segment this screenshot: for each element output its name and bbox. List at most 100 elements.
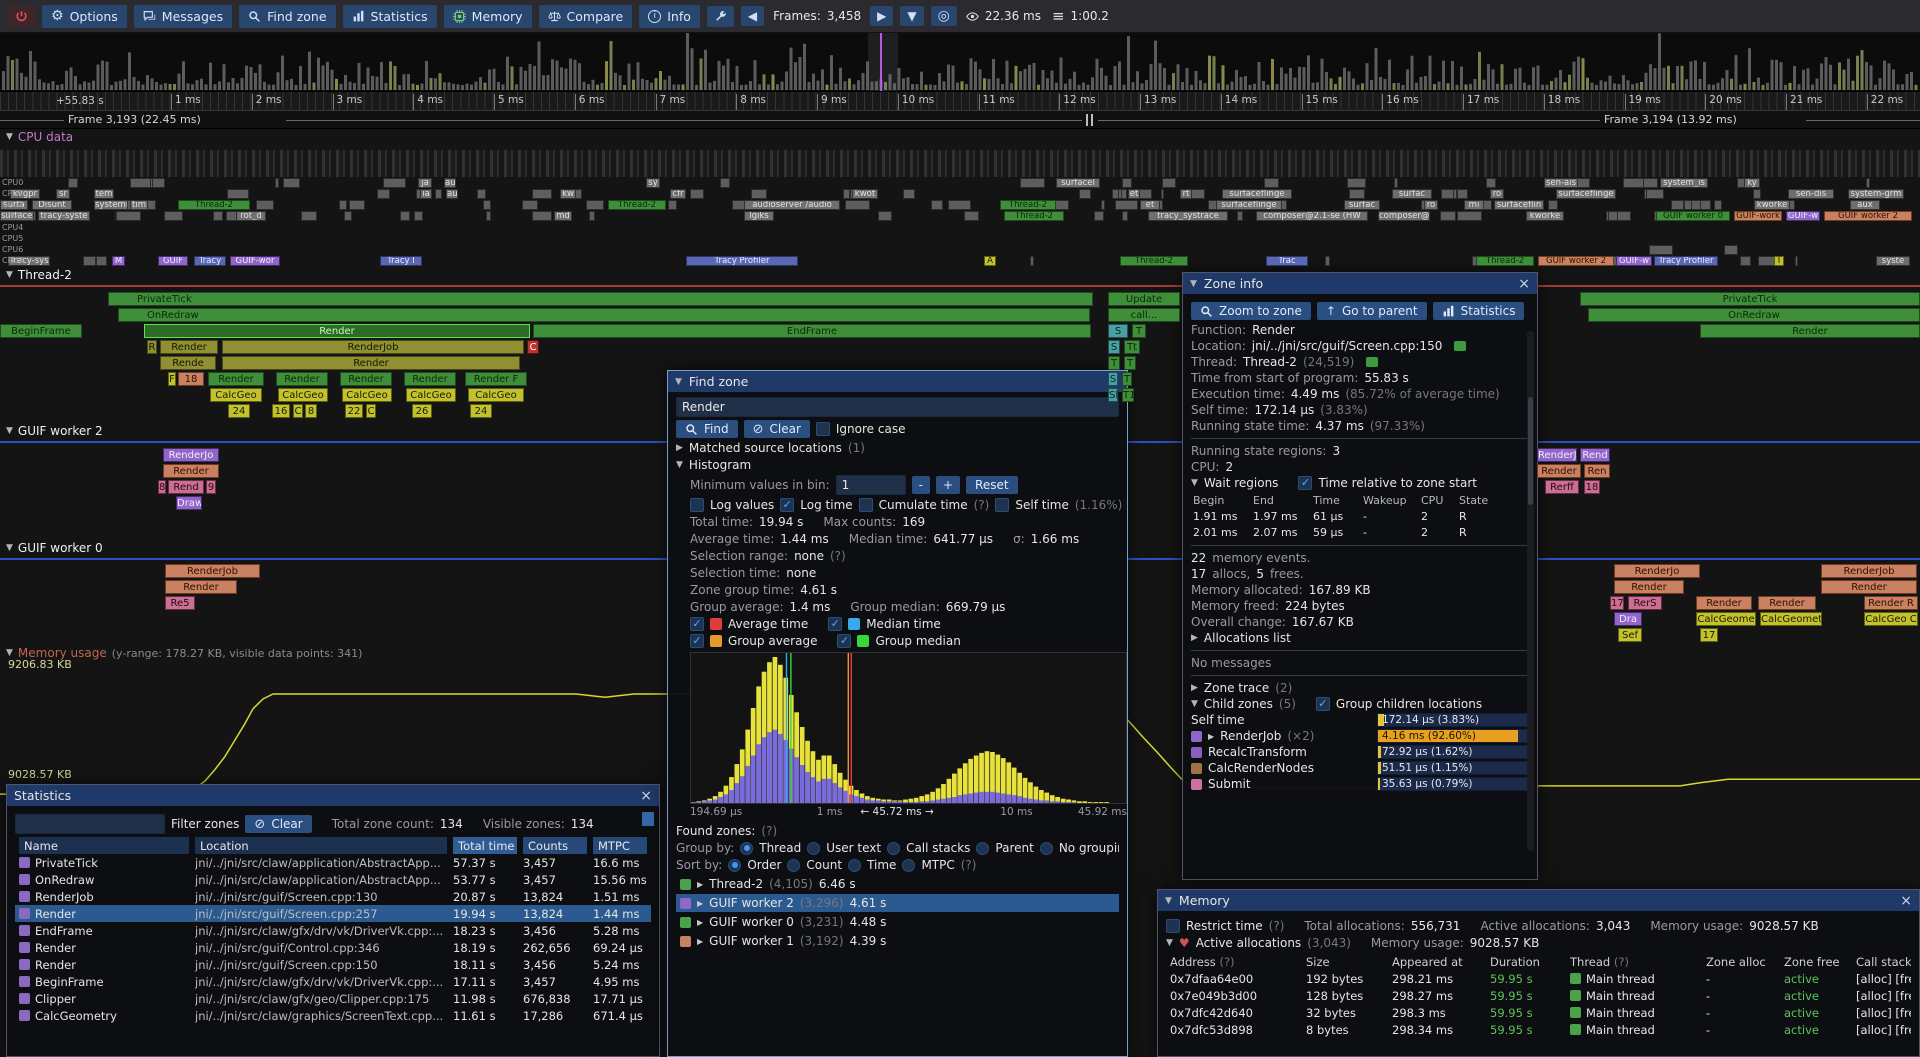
group-by-radio[interactable] <box>887 841 901 855</box>
cpu-micro-zone[interactable] <box>283 178 300 188</box>
collapse-icon[interactable] <box>6 132 13 142</box>
reset-button[interactable]: Reset <box>966 476 1018 494</box>
timeline-zone[interactable]: sy <box>646 178 660 188</box>
decrement-button[interactable]: - <box>911 476 930 494</box>
cpu-micro-zone[interactable] <box>1325 256 1330 266</box>
timeline-zone[interactable]: Render <box>160 340 218 354</box>
alloc-call-stack[interactable]: [alloc] [free] <box>1856 1022 1911 1037</box>
timeline-zone[interactable]: 22 <box>345 404 363 418</box>
timeline-zone[interactable]: lgiks <box>744 211 774 221</box>
timeline-zone[interactable]: Update <box>1108 292 1180 306</box>
cpu-micro-zone[interactable] <box>116 211 141 221</box>
timeline-zone[interactable]: GUIF-w <box>1786 211 1820 221</box>
cpu-micro-zone[interactable] <box>1457 211 1482 221</box>
expand-icon[interactable] <box>697 880 703 889</box>
collapse-icon[interactable] <box>675 377 682 387</box>
statistics-row[interactable]: BeginFrame jni/../jni/src/claw/gfx/drv/v… <box>15 973 651 990</box>
timeline-zone[interactable]: F <box>168 372 176 386</box>
statistics-row[interactable]: EndFrame jni/../jni/src/claw/gfx/drv/vk/… <box>15 922 651 939</box>
goto-frame-button[interactable] <box>930 6 957 26</box>
time-relative-checkbox[interactable] <box>1298 476 1313 490</box>
group-by-radio[interactable] <box>976 841 990 855</box>
cpu-micro-zone[interactable] <box>1161 189 1164 199</box>
timeline-zone[interactable]: CalcGeo <box>278 388 328 402</box>
timeline-zone[interactable]: Render <box>276 372 328 386</box>
cpu-micro-zone[interactable] <box>164 211 183 221</box>
timeline-zone[interactable]: aux <box>1850 200 1880 210</box>
find-zone-button[interactable]: Find zone <box>239 4 336 28</box>
timeline-zone[interactable]: Render <box>1696 596 1752 610</box>
column-header-duration[interactable]: Duration <box>1490 954 1540 969</box>
cpu-micro-zone[interactable] <box>1094 211 1104 221</box>
timeline-zone[interactable]: kw <box>560 189 576 199</box>
timeline-zone[interactable]: surfac <box>1392 189 1432 199</box>
timeline-zone[interactable]: sen-dis <box>1788 189 1834 199</box>
cpu-micro-zone[interactable] <box>1548 200 1558 210</box>
cpu-micro-zone[interactable] <box>1030 256 1034 266</box>
timeline-zone[interactable]: Sl <box>1108 388 1118 402</box>
min-bin-input[interactable] <box>835 475 906 495</box>
next-frame-button[interactable] <box>870 6 894 26</box>
cpu-micro-zone[interactable] <box>1623 178 1644 188</box>
timeline-zone[interactable]: CalcGeo <box>210 388 262 402</box>
cumulate-time-checkbox[interactable] <box>858 498 873 512</box>
allocation-row[interactable]: 0x7dfc42d640 32 bytes 298.3 ms 59.95 s M… <box>1166 1004 1911 1021</box>
timeline-zone[interactable]: kvgpr <box>10 189 40 199</box>
collapse-icon[interactable] <box>6 426 13 436</box>
clear-search-button[interactable]: Clear <box>743 420 810 438</box>
timeline-zone[interactable]: Thread-2 <box>1476 256 1534 266</box>
timeline-zone[interactable]: md <box>554 211 572 221</box>
cpu-micro-zone[interactable] <box>589 211 595 221</box>
group-average-checkbox[interactable] <box>690 634 704 648</box>
column-header-location[interactable]: Location <box>195 837 447 854</box>
timeline-zone[interactable]: syste <box>1876 256 1910 266</box>
timeline-zone[interactable]: Rerff <box>1545 480 1579 494</box>
timeline-zone[interactable]: 18 <box>1584 480 1600 494</box>
timeline-zone[interactable]: Tracy <box>194 256 226 266</box>
timeline-zone[interactable]: composer@2.1-se (HW <box>1256 211 1368 221</box>
alloc-call-stack[interactable]: [alloc] [free] <box>1856 1005 1911 1020</box>
cpu-micro-zone[interactable] <box>400 211 410 221</box>
timeline-zone[interactable]: sen-ais <box>1544 178 1578 188</box>
timeline-zone[interactable]: RerS <box>1628 596 1662 610</box>
allocation-row[interactable]: 0x7dfaa64e00 192 bytes 298.21 ms 59.95 s… <box>1166 970 1911 987</box>
guif-worker0-header[interactable]: GUIF worker 0 <box>6 541 103 555</box>
collapse-icon[interactable] <box>6 648 13 658</box>
expand-icon[interactable] <box>697 937 703 946</box>
timeline-zone[interactable]: CalcGeomet <box>1760 612 1822 626</box>
cpu-micro-zone[interactable] <box>1441 189 1454 199</box>
timeline-zone[interactable]: system_is <box>1660 178 1708 188</box>
timeline-zone[interactable]: Render <box>144 324 530 338</box>
timeline-zone[interactable]: surfacel <box>1056 178 1100 188</box>
allocations-list-label[interactable]: Allocations list <box>1203 631 1291 645</box>
statistics-row[interactable]: RenderJob jni/../jni/src/guif/Screen.cpp… <box>15 888 651 905</box>
timeline-zone[interactable]: CalcGeo C <box>1864 612 1918 626</box>
column-header-size[interactable]: Size <box>1306 954 1330 969</box>
statistics-row[interactable]: Render jni/../jni/src/guif/Screen.cpp:15… <box>15 956 651 973</box>
timeline-zone[interactable]: ky <box>1744 178 1760 188</box>
timeline-zone[interactable]: GUIF <box>158 256 188 266</box>
cpu-micro-zone[interactable] <box>83 256 96 266</box>
zone-trace-label[interactable]: Zone trace <box>1203 681 1270 695</box>
timeline-zone[interactable]: GUIF worker 2 <box>1824 211 1912 221</box>
column-header-counts[interactable]: Counts <box>523 837 587 854</box>
timeline-zone[interactable]: M <box>112 256 125 266</box>
timeline-zone[interactable]: Ren <box>1584 464 1610 478</box>
timeline-zone[interactable]: Rende <box>160 356 216 370</box>
expand-icon[interactable] <box>697 918 703 927</box>
timeline-zone[interactable]: T <box>1122 372 1132 386</box>
cpu-micro-zone[interactable] <box>1740 256 1751 266</box>
timeline-zone[interactable]: Render <box>404 372 456 386</box>
column-header-mtpc[interactable]: MTPC <box>593 837 647 854</box>
timeline-zone[interactable]: Render <box>163 464 219 478</box>
statistics-row[interactable]: OnRedraw jni/../jni/src/claw/application… <box>15 871 651 888</box>
timeline-zone[interactable]: rot_d <box>236 211 266 221</box>
timeline-zone[interactable]: I <box>1774 256 1784 266</box>
timeline-zone[interactable]: Thread-2 <box>178 200 250 210</box>
timeline-zone[interactable]: call... <box>1108 308 1180 322</box>
cpu-micro-zone[interactable] <box>1079 189 1091 199</box>
timeline-zone[interactable]: PrivateTick <box>108 292 1093 306</box>
timeline-zone[interactable]: GUIF-wor <box>230 256 280 266</box>
statistics-row[interactable]: CalcGeometry jni/../jni/src/claw/graphic… <box>15 1007 651 1024</box>
timeline-zone[interactable]: CalcGeo <box>406 388 456 402</box>
